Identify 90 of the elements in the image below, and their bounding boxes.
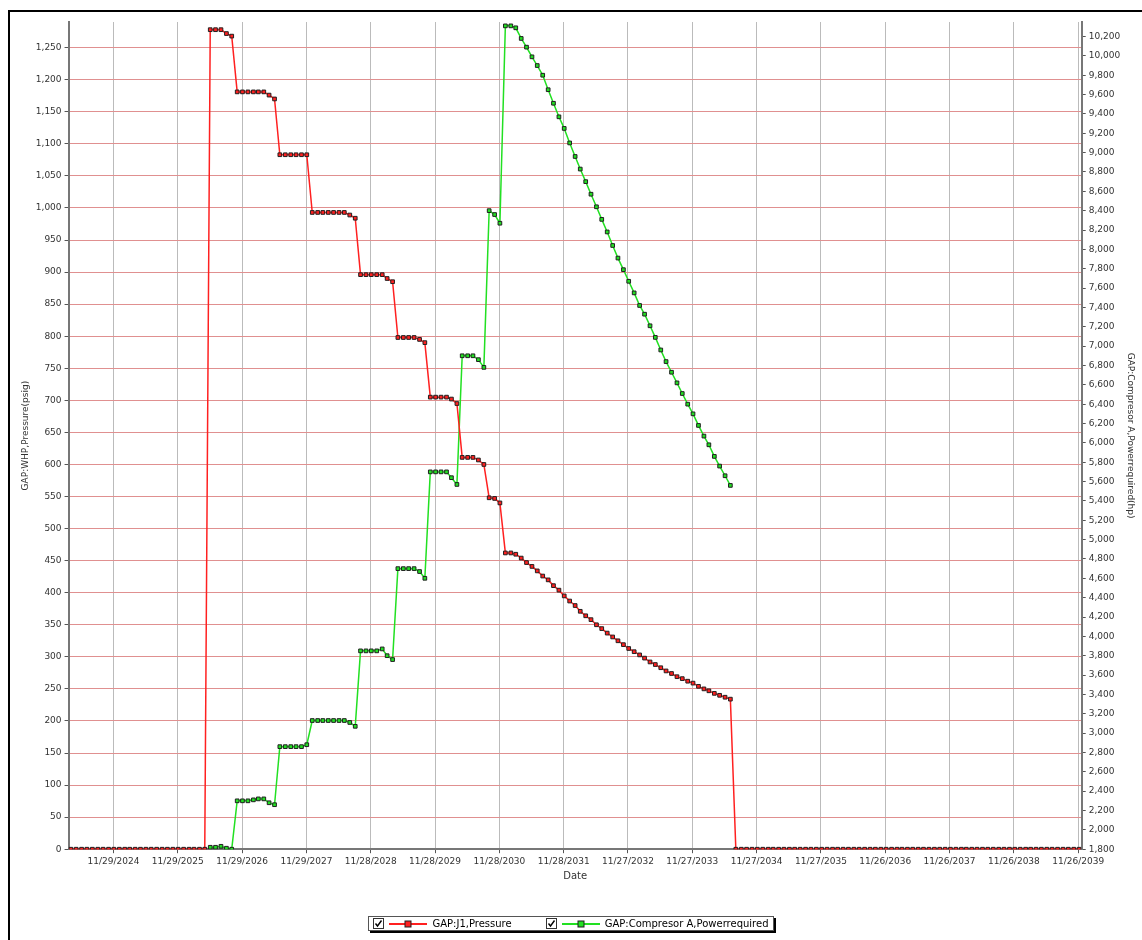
x-axis-title: Date <box>563 869 588 881</box>
y-tick-label: 1,050 <box>35 170 62 181</box>
legend-label: GAP:Compresor A,Powerrequired <box>604 918 769 929</box>
y-tick-label: 100 <box>44 779 62 790</box>
y-tick-label: 550 <box>44 490 62 501</box>
y2-tick-label: 9,400 <box>1088 108 1115 119</box>
y2-tick-label: 8,400 <box>1088 205 1115 215</box>
y-tick-label: 750 <box>44 362 62 373</box>
y2-axis-title: GAP:Compresor A,Powerrequired(hp) <box>1126 352 1137 519</box>
y2-tick-label: 9,000 <box>1088 146 1115 157</box>
y2-tick-label: 9,200 <box>1088 127 1115 138</box>
y-tick-label: 950 <box>44 234 62 245</box>
y-tick-label: 150 <box>44 747 62 758</box>
y2-tick-label: 4,600 <box>1088 572 1115 583</box>
y-tick-label: 450 <box>44 554 62 565</box>
y-tick-label: 700 <box>44 394 62 405</box>
y-tick-label: 1,150 <box>35 106 62 117</box>
y-axis-title: GAP:WHP,Pressure(psig) <box>19 380 30 491</box>
x-tick-label: 11/29/2027 <box>280 855 333 866</box>
y-tick-label: 600 <box>44 458 62 469</box>
y2-tick-label: 3,400 <box>1088 688 1115 699</box>
y2-tick-label: 7,200 <box>1088 321 1115 332</box>
x-tick-label: 11/27/2034 <box>730 855 783 866</box>
y2-tick-label: 7,600 <box>1088 282 1115 293</box>
y2-tick-label: 6,800 <box>1088 359 1115 370</box>
y2-tick-label: 2,800 <box>1088 746 1115 757</box>
y-tick-label: 400 <box>44 587 62 598</box>
y-tick-label: 1,100 <box>35 138 62 149</box>
y2-tick-label: 9,800 <box>1088 69 1115 80</box>
y2-tick-label: 2,200 <box>1088 804 1115 815</box>
y2-tick-label: 3,000 <box>1088 727 1115 738</box>
x-tick-label: 11/29/2026 <box>216 855 269 866</box>
x-tick-label: 11/26/2037 <box>923 855 976 866</box>
y-tick-label: 350 <box>44 619 62 630</box>
y2-tick-label: 8,800 <box>1088 166 1115 177</box>
x-tick-label: 11/29/2024 <box>87 855 140 866</box>
y2-tick-label: 4,800 <box>1088 553 1115 564</box>
x-tick-label: 11/26/2036 <box>859 855 912 866</box>
y2-tick-label: 2,600 <box>1088 766 1115 777</box>
y2-tick-label: 2,000 <box>1088 824 1115 835</box>
y-tick-label: 500 <box>44 522 62 533</box>
y-tick-label: 800 <box>44 330 62 341</box>
y2-tick-label: 8,600 <box>1088 185 1115 196</box>
y2-tick-label: 9,600 <box>1088 88 1115 99</box>
y-tick-label: 300 <box>44 651 62 662</box>
y-tick-label: 1,000 <box>35 202 62 213</box>
y2-tick-label: 4,200 <box>1088 611 1115 622</box>
y-tick-label: 900 <box>44 266 62 277</box>
y2-tick-label: 5,200 <box>1088 514 1115 525</box>
y-tick-label: 850 <box>44 298 62 309</box>
y-tick-label: 200 <box>44 715 62 726</box>
y2-tick-label: 7,000 <box>1088 340 1115 351</box>
x-tick-label: 11/27/2033 <box>666 855 719 866</box>
y2-tick-label: 10,200 <box>1088 30 1121 41</box>
x-tick-label: 11/26/2039 <box>1052 855 1105 866</box>
y-tick-label: 650 <box>44 426 62 437</box>
y2-tick-label: 10,000 <box>1088 50 1121 61</box>
y-tick-label: 0 <box>55 843 62 854</box>
y2-tick-label: 6,600 <box>1088 379 1115 390</box>
y2-tick-label: 4,400 <box>1088 592 1115 602</box>
x-tick-label: 11/27/2032 <box>602 855 654 866</box>
y2-tick-label: 6,000 <box>1088 437 1115 448</box>
legend-label: GAP:J1,Pressure <box>432 918 512 929</box>
x-tick-label: 11/28/2031 <box>537 855 590 866</box>
y2-tick-label: 8,200 <box>1088 224 1115 235</box>
x-tick-label: 11/28/2029 <box>409 855 462 866</box>
x-tick-label: 11/29/2025 <box>151 855 204 866</box>
y2-tick-label: 8,000 <box>1088 243 1115 254</box>
y-tick-label: 250 <box>44 683 62 694</box>
y2-tick-label: 5,400 <box>1088 495 1115 506</box>
x-tick-label: 11/26/2038 <box>987 855 1041 866</box>
y2-tick-label: 7,800 <box>1088 263 1115 274</box>
x-tick-label: 11/28/2028 <box>344 855 397 866</box>
y-tick-label: 1,200 <box>35 74 62 85</box>
y-tick-label: 50 <box>50 811 62 822</box>
y2-tick-label: 5,600 <box>1088 475 1115 486</box>
x-tick-label: 11/27/2035 <box>795 855 847 866</box>
y2-tick-label: 4,000 <box>1088 630 1115 641</box>
y2-tick-label: 5,800 <box>1088 456 1115 467</box>
x-tick-label: 11/28/2030 <box>473 855 526 866</box>
y2-tick-label: 5,000 <box>1088 533 1115 544</box>
y2-tick-label: 6,200 <box>1088 417 1115 428</box>
y2-tick-label: 3,800 <box>1088 650 1115 661</box>
y2-tick-label: 1,800 <box>1088 843 1115 854</box>
y2-tick-label: 6,400 <box>1088 398 1115 409</box>
y2-tick-label: 7,400 <box>1088 301 1115 312</box>
y-tick-label: 1,250 <box>35 41 62 52</box>
y2-tick-label: 3,200 <box>1088 708 1115 719</box>
y2-tick-label: 3,600 <box>1088 669 1115 680</box>
y2-tick-label: 2,400 <box>1088 785 1115 796</box>
